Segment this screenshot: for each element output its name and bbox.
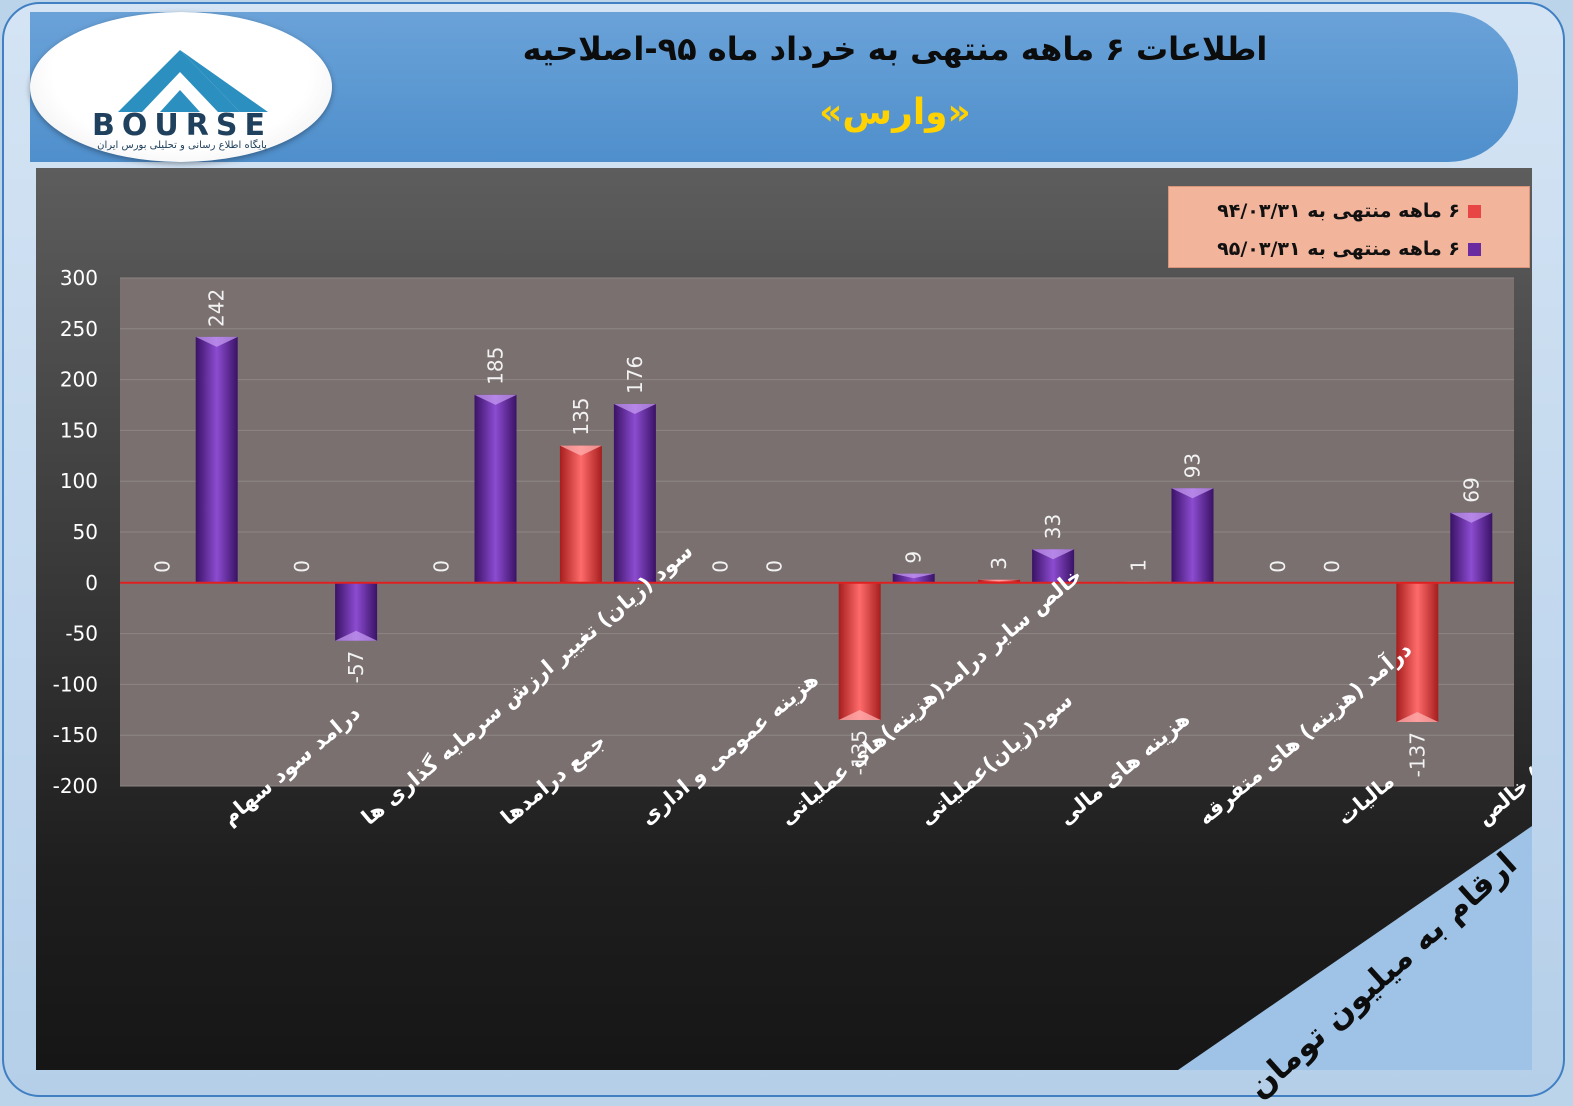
bar-cap — [474, 394, 517, 405]
y-tick-label: -50 — [65, 622, 98, 646]
y-tick-label: -200 — [53, 774, 98, 798]
bar-cap — [1396, 711, 1439, 722]
bar-cap — [978, 579, 1021, 582]
data-label: 9 — [902, 551, 926, 564]
data-label: 3 — [987, 557, 1011, 570]
bar-cap — [1171, 488, 1214, 499]
bar-series-2 — [613, 403, 656, 583]
legend-item-series-1: ۶ ماهه منتهی به ۹۴/۰۳/۳۱ — [1217, 197, 1481, 225]
data-label: 33 — [1041, 514, 1065, 539]
legend-swatch-series-2 — [1468, 242, 1481, 256]
y-tick-label: -150 — [53, 723, 98, 747]
logo-tagline: پایگاه اطلاع رسانی و تحلیلی بورس ایران — [97, 140, 267, 151]
legend-swatch-series-1 — [1468, 204, 1481, 218]
data-label: 176 — [623, 356, 647, 394]
data-label: -135 — [848, 730, 872, 775]
logo-mark-icon — [118, 50, 268, 112]
data-label: 0 — [290, 560, 314, 573]
y-tick-label: 200 — [60, 368, 98, 392]
data-label: 135 — [569, 397, 593, 435]
bar-series-2 — [1450, 512, 1493, 583]
bar-cap — [613, 403, 656, 414]
bar-series-2 — [474, 394, 517, 583]
legend-label-series-2: ۶ ماهه منتهی به ۹۵/۰۳/۳۱ — [1217, 238, 1460, 260]
y-tick-label: 300 — [60, 266, 98, 290]
data-label: 0 — [1320, 560, 1344, 573]
logo-brand-text: BOURSE — [92, 108, 272, 143]
page-title: اطلاعات ۶ ماهه منتهی به خرداد ماه ۹۵-اصل… — [522, 30, 1268, 68]
bar-series-2 — [1171, 488, 1214, 583]
bar-series-1 — [838, 582, 881, 720]
bar-cap — [195, 336, 238, 347]
bar-series-2 — [892, 573, 935, 583]
data-label: 0 — [151, 560, 175, 573]
chart-panel: 300 250 200 150 100 50 0 -50 -100 -150 -200 0 0 0 135 0… — [36, 168, 1532, 1070]
bar-series-1 — [559, 445, 602, 583]
data-label: 0 — [762, 560, 786, 573]
data-label: 242 — [205, 289, 229, 327]
data-label: 0 — [1266, 560, 1290, 573]
legend-item-series-2: ۶ ماهه منتهی به ۹۵/۰۳/۳۱ — [1217, 235, 1481, 263]
y-tick-label: 150 — [60, 418, 98, 442]
logo-badge — [30, 12, 332, 162]
data-label: 185 — [484, 347, 508, 385]
y-tick-label: 100 — [60, 469, 98, 493]
y-tick-label: -100 — [53, 672, 98, 696]
bar-cap — [892, 573, 935, 579]
data-label: 0 — [430, 560, 454, 573]
bar-cap — [1032, 549, 1075, 560]
data-label: 0 — [708, 560, 732, 573]
bar-series-1 — [1396, 582, 1439, 722]
bar-cap — [838, 709, 881, 720]
bar-cap — [1450, 512, 1493, 523]
bar-cap — [335, 630, 378, 641]
legend-label-series-1: ۶ ماهه منتهی به ۹۴/۰۳/۳۱ — [1217, 200, 1460, 222]
y-tick-label: 250 — [60, 317, 98, 341]
bar-series-2 — [195, 336, 238, 583]
y-tick-label: 0 — [85, 571, 98, 595]
bar-cap — [559, 445, 602, 456]
company-name: «وارس» — [819, 92, 971, 133]
y-tick-label: 50 — [73, 520, 98, 544]
bar-series-1 — [978, 579, 1021, 583]
data-label: 1 — [1127, 559, 1151, 572]
data-label: 93 — [1181, 453, 1205, 478]
data-label: -57 — [344, 651, 368, 684]
legend: ۶ ماهه منتهی به ۹۴/۰۳/۳۱ ۶ ماهه منتهی به… — [1168, 186, 1530, 268]
data-label: -137 — [1405, 732, 1429, 777]
data-label: 69 — [1459, 477, 1483, 502]
